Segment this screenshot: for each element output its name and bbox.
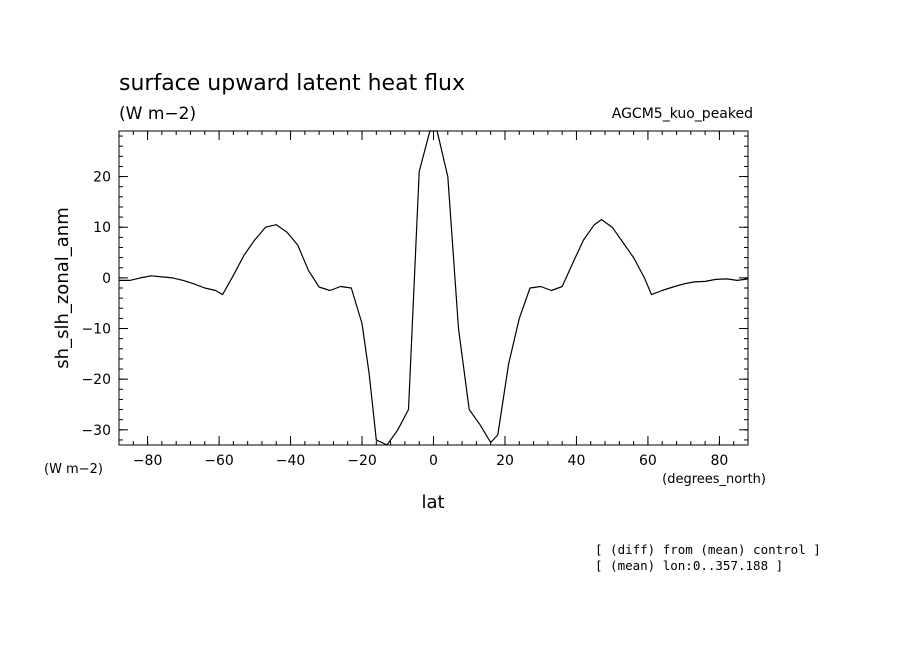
y-axis-units: (W m−2)	[44, 462, 103, 477]
x-axis-tick-labels: −80 −60 −40 −20 0 20 40 60 80	[133, 453, 729, 469]
y-tick-label: 10	[93, 220, 111, 236]
x-tick-label: 60	[639, 453, 657, 469]
series-line	[119, 130, 749, 446]
y-tick-label: 0	[102, 271, 111, 287]
plot-frame	[118, 130, 749, 446]
x-axis-units: (degrees_north)	[662, 472, 766, 487]
note-mean-lon: [ (mean) lon:0..357.188 ]	[595, 558, 783, 573]
x-tick-label: 0	[429, 453, 438, 469]
x-tick-label: −60	[204, 453, 234, 469]
run-label: AGCM5_kuo_peaked	[612, 106, 753, 122]
x-tick-label: 20	[496, 453, 514, 469]
x-axis-ticks	[132, 131, 735, 445]
chart-units: (W m−2)	[119, 104, 196, 124]
y-tick-label: −10	[81, 322, 111, 338]
y-tick-label: −20	[81, 372, 111, 388]
y-axis-ticks	[119, 135, 748, 441]
x-axis-title: lat	[421, 492, 444, 513]
x-tick-label: −20	[347, 453, 377, 469]
chart-title: surface upward latent heat flux	[119, 71, 465, 96]
series-layer	[119, 130, 749, 446]
x-tick-label: −80	[133, 453, 163, 469]
note-diff: [ (diff) from (mean) control ]	[595, 542, 821, 557]
x-tick-label: 80	[710, 453, 728, 469]
x-tick-label: −40	[276, 453, 306, 469]
x-tick-label: 40	[568, 453, 586, 469]
y-tick-label: 20	[93, 170, 111, 186]
y-tick-label: −30	[81, 423, 111, 439]
y-axis-tick-labels: −30 −20 −10 0 10 20	[81, 170, 111, 439]
y-axis-title: sh_slh_zonal_anm	[52, 207, 73, 368]
